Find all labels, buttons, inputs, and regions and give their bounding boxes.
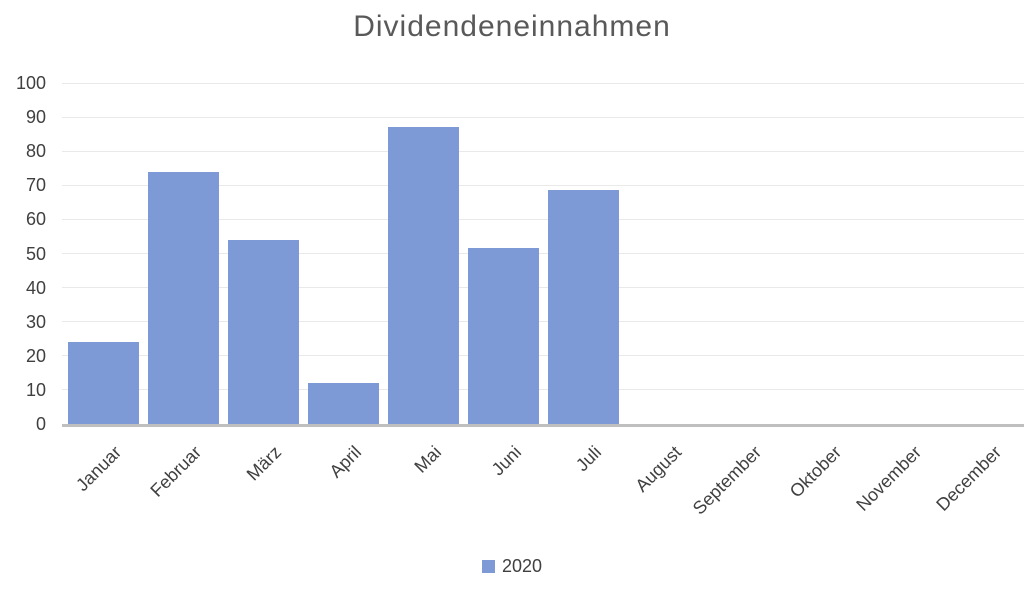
gridline	[62, 287, 1024, 289]
gridline	[62, 184, 1024, 186]
gridline	[62, 82, 1024, 84]
bar-april	[308, 383, 379, 424]
x-axis-line	[62, 424, 1024, 427]
x-axis-tick-label-januar: Januar	[72, 442, 126, 496]
y-axis-tick-label: 0	[35, 414, 46, 434]
legend-swatch-icon	[481, 560, 495, 573]
x-axis-tick-label-mai: Mai	[410, 442, 446, 477]
gridline	[62, 321, 1024, 323]
y-axis-tick-label: 90	[25, 107, 46, 128]
gridline	[62, 355, 1024, 357]
x-axis-tick-label-juni: Juni	[487, 442, 526, 480]
x-axis-tick-label-december: December	[932, 442, 1006, 515]
bar-januar	[68, 342, 139, 424]
y-axis-tick-label: 60	[25, 209, 46, 230]
x-axis-tick-label-april: April	[325, 442, 366, 482]
legend: 2020	[0, 556, 1024, 577]
gridline	[62, 218, 1024, 220]
bar-mrz	[228, 239, 299, 424]
legend-series-label: 2020	[501, 556, 543, 576]
x-axis-tick-label-februar: Februar	[146, 442, 206, 501]
y-axis-tick-label: 50	[25, 243, 46, 264]
x-axis-tick-label-september: September	[688, 442, 766, 519]
x-axis-tick-label-november: November	[852, 442, 926, 515]
y-axis-tick-label: 100	[15, 73, 46, 93]
gridline	[62, 389, 1024, 391]
bar-mai	[388, 127, 459, 424]
gridline	[62, 150, 1024, 152]
y-axis-tick-label: 10	[25, 379, 46, 400]
x-axis-tick-label-august: August	[631, 442, 686, 496]
x-axis-tick-label-oktober: Oktober	[785, 442, 846, 502]
bar-juni	[468, 248, 539, 424]
y-axis-tick-label: 20	[25, 345, 46, 366]
chart-title: Dividendeneinnahmen	[353, 10, 671, 43]
y-axis-tick-label: 70	[25, 175, 46, 196]
x-axis-tick-label-juli: Juli	[571, 442, 606, 476]
y-axis-tick-label: 40	[25, 277, 46, 298]
bar-juli	[548, 190, 619, 424]
bar-februar	[148, 171, 219, 424]
y-axis-tick-label: 30	[25, 311, 46, 332]
gridline	[62, 116, 1024, 118]
y-axis-tick-label: 80	[25, 141, 46, 162]
x-axis-tick-label-mrz: März	[242, 442, 286, 485]
gridline	[62, 253, 1024, 254]
